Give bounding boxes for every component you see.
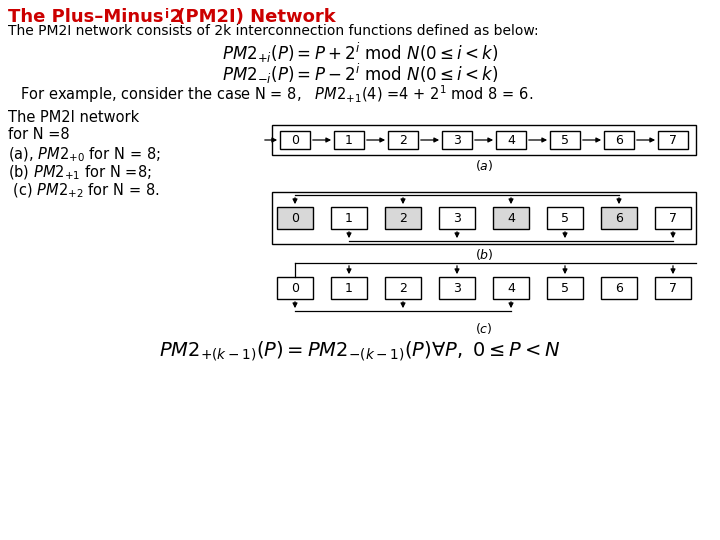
Bar [439,207,475,229]
Text: The Plus–Minus 2: The Plus–Minus 2 [8,8,182,26]
Text: $\mathit{PM2}_{-i}(P) = P - 2^i\ \mathrm{mod}\ N(0 \leq i < k)$: $\mathit{PM2}_{-i}(P) = P - 2^i\ \mathrm… [222,62,498,86]
Text: The PM2I network: The PM2I network [8,110,139,125]
Bar [601,277,637,299]
Bar [547,207,583,229]
Bar [496,131,526,149]
Bar [439,277,475,299]
Text: $\mathit{PM2}_{+i}(P) = P + 2^i\ \mathrm{mod}\ N(0 \leq i < k)$: $\mathit{PM2}_{+i}(P) = P + 2^i\ \mathrm… [222,41,498,65]
Text: (c) $\mathit{PM2}_{+2}$ for N = 8.: (c) $\mathit{PM2}_{+2}$ for N = 8. [8,182,160,200]
Text: $(a)$: $(a)$ [474,158,493,173]
Text: 7: 7 [669,133,677,146]
Bar [604,131,634,149]
Bar [277,207,313,229]
Text: 3: 3 [453,281,461,294]
Text: for N =8: for N =8 [8,127,70,142]
Text: For example, consider the case N = 8,   $\mathit{PM2}_{+1}(4)$ =4 + 2$^1$ mod 8 : For example, consider the case N = 8, $\… [20,83,533,105]
Text: 1: 1 [345,133,353,146]
Bar [601,207,637,229]
Text: $\mathit{PM2}_{+(k-1)}(P) =\mathit{PM2}_{-(k-1)}(P)\forall P,\ 0 \leq P < N$: $\mathit{PM2}_{+(k-1)}(P) =\mathit{PM2}_… [159,340,561,363]
Text: 2: 2 [399,133,407,146]
Text: 3: 3 [453,133,461,146]
Bar [385,277,421,299]
Bar [655,277,691,299]
Bar [277,277,313,299]
Text: 1: 1 [345,212,353,225]
Text: 6: 6 [615,133,623,146]
Text: 0: 0 [291,133,299,146]
Bar [272,192,696,244]
Text: 1: 1 [345,281,353,294]
Text: 5: 5 [561,133,569,146]
Text: (b) $\mathit{PM2}_{+1}$ for N =8;: (b) $\mathit{PM2}_{+1}$ for N =8; [8,164,152,183]
Text: The PM2I network consists of 2k interconnection functions defined as below:: The PM2I network consists of 2k intercon… [8,24,539,38]
Text: 2: 2 [399,281,407,294]
Text: 6: 6 [615,281,623,294]
Bar [547,277,583,299]
Bar [655,207,691,229]
Bar [442,131,472,149]
Text: 0: 0 [291,212,299,225]
Bar [272,125,696,155]
Bar [658,131,688,149]
Bar [385,207,421,229]
Text: i: i [165,8,169,21]
Text: (PM2I) Network: (PM2I) Network [171,8,336,26]
Bar [493,277,529,299]
Text: 3: 3 [453,212,461,225]
Text: 0: 0 [291,281,299,294]
Text: 7: 7 [669,281,677,294]
Bar [331,277,367,299]
Bar [334,131,364,149]
Text: (a), $\mathit{PM2}_{+0}$ for N = 8;: (a), $\mathit{PM2}_{+0}$ for N = 8; [8,146,161,164]
Text: $(b)$: $(b)$ [474,247,493,262]
Text: 2: 2 [399,212,407,225]
Text: 7: 7 [669,212,677,225]
Text: 4: 4 [507,281,515,294]
Bar [280,131,310,149]
Text: 4: 4 [507,133,515,146]
Text: 5: 5 [561,281,569,294]
Bar [331,207,367,229]
Text: 5: 5 [561,212,569,225]
Bar [550,131,580,149]
Bar [493,207,529,229]
Text: 4: 4 [507,212,515,225]
Text: $(c)$: $(c)$ [475,321,492,336]
Bar [388,131,418,149]
Text: 6: 6 [615,212,623,225]
